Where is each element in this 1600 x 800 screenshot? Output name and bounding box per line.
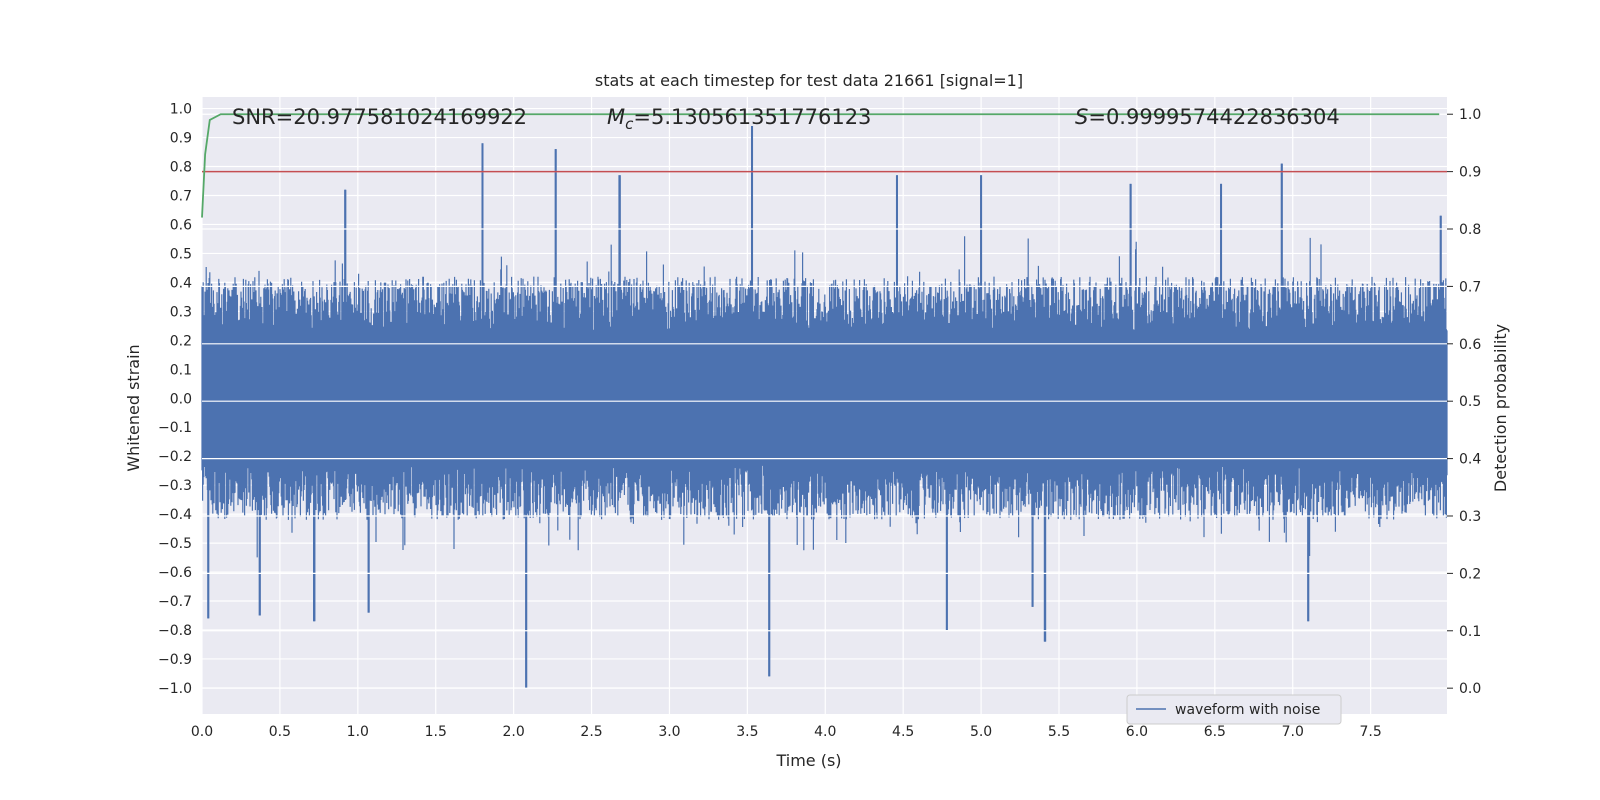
y-axis-label-left: Whitened strain bbox=[124, 344, 143, 471]
x-tick-label: 6.0 bbox=[1126, 724, 1148, 740]
y-left-tick-label: 0.6 bbox=[170, 217, 192, 233]
significance-symbol: S bbox=[1075, 105, 1088, 129]
y-left-tick-label: −0.9 bbox=[158, 652, 192, 668]
chart-title: stats at each timestep for test data 216… bbox=[595, 71, 1023, 90]
y-right-tick-label: 0.5 bbox=[1459, 394, 1481, 410]
y-right-tick-label: 0.6 bbox=[1459, 337, 1481, 353]
y-left-tick-label: −1.0 bbox=[158, 681, 192, 697]
y-right-tick-label: 0.9 bbox=[1459, 165, 1481, 181]
snr-annotation: SNR=20.977581024169922 bbox=[232, 105, 527, 129]
x-tick-label: 0.0 bbox=[191, 724, 213, 740]
y-left-tick-label: 0.7 bbox=[170, 188, 192, 204]
y-left-tick-label: −0.1 bbox=[158, 420, 192, 436]
x-tick-label: 2.0 bbox=[503, 724, 525, 740]
x-tick-label: 7.0 bbox=[1282, 724, 1304, 740]
x-tick-label: 1.5 bbox=[425, 724, 447, 740]
y-left-tick-label: −0.4 bbox=[158, 507, 192, 523]
y-left-tick-label: −0.8 bbox=[158, 623, 192, 639]
y-left-tick-label: −0.3 bbox=[158, 478, 192, 494]
significance-annotation: S=0.9999574422836304 bbox=[1075, 105, 1340, 129]
x-tick-label: 3.5 bbox=[736, 724, 758, 740]
y-left-tick-label: −0.7 bbox=[158, 594, 192, 610]
x-tick-label: 4.0 bbox=[814, 724, 836, 740]
y-right-tick-label: 1.0 bbox=[1459, 107, 1481, 123]
x-tick-label: 6.5 bbox=[1204, 724, 1226, 740]
y-right-tick-label: 0.3 bbox=[1459, 509, 1481, 525]
x-tick-label: 5.0 bbox=[970, 724, 992, 740]
y-left-tick-label: 0.8 bbox=[170, 160, 192, 176]
x-tick-label: 5.5 bbox=[1048, 724, 1070, 740]
y-right-tick-label: 0.8 bbox=[1459, 222, 1481, 238]
series bbox=[201, 113, 1448, 689]
x-tick-label: 3.0 bbox=[658, 724, 680, 740]
legend: waveform with noise bbox=[1126, 694, 1342, 725]
y-right-tick-label: 0.4 bbox=[1459, 452, 1481, 468]
y-left-tick-label: 0.9 bbox=[170, 131, 192, 147]
axes: 0.0 0.5 1.0 1.5 2.0 2.5 3.0 3.5 4.0 4.5 5.0 5.5 6.0 6… bbox=[158, 102, 1481, 740]
y-right-tick-label: 0.2 bbox=[1459, 566, 1481, 582]
significance-value: =0.9999574422836304 bbox=[1088, 105, 1339, 129]
y-left-tick-label: 0.3 bbox=[170, 304, 192, 320]
y-right-tick-label: 0.1 bbox=[1459, 624, 1481, 640]
chirp-mass-subscript: c bbox=[625, 115, 634, 133]
legend-label: waveform with noise bbox=[1175, 702, 1320, 718]
y-left-tick-label: 0.0 bbox=[170, 391, 192, 407]
x-tick-label: 1.0 bbox=[347, 724, 369, 740]
y-right-tick-label: 0.0 bbox=[1459, 681, 1481, 697]
x-tick-label: 4.5 bbox=[892, 724, 914, 740]
chirp-mass-value: =5.130561351776123 bbox=[633, 105, 871, 129]
y-right-tick-label: 0.7 bbox=[1459, 279, 1481, 295]
y-left-tick-label: 0.4 bbox=[170, 275, 192, 291]
x-axis-label: Time (s) bbox=[775, 751, 841, 770]
y-left-tick-label: 0.2 bbox=[170, 333, 192, 349]
x-tick-label: 7.5 bbox=[1360, 724, 1382, 740]
y-left-tick-label: −0.2 bbox=[158, 449, 192, 465]
detection-probability-line bbox=[201, 113, 1440, 218]
y-left-tick-label: 1.0 bbox=[170, 102, 192, 118]
chirp-mass-symbol: M bbox=[607, 105, 625, 129]
y-left-tick-label: −0.5 bbox=[158, 536, 192, 552]
legend-box bbox=[1126, 694, 1342, 725]
x-tick-label: 2.5 bbox=[580, 724, 602, 740]
y-left-tick-label: 0.5 bbox=[170, 246, 192, 262]
y-left-tick-label: 0.1 bbox=[170, 362, 192, 378]
x-tick-label: 0.5 bbox=[269, 724, 291, 740]
chirp-mass-annotation: Mc=5.130561351776123 bbox=[607, 105, 871, 133]
y-left-tick-label: −0.6 bbox=[158, 565, 192, 581]
y-axis-label-right: Detection probability bbox=[1491, 324, 1510, 492]
